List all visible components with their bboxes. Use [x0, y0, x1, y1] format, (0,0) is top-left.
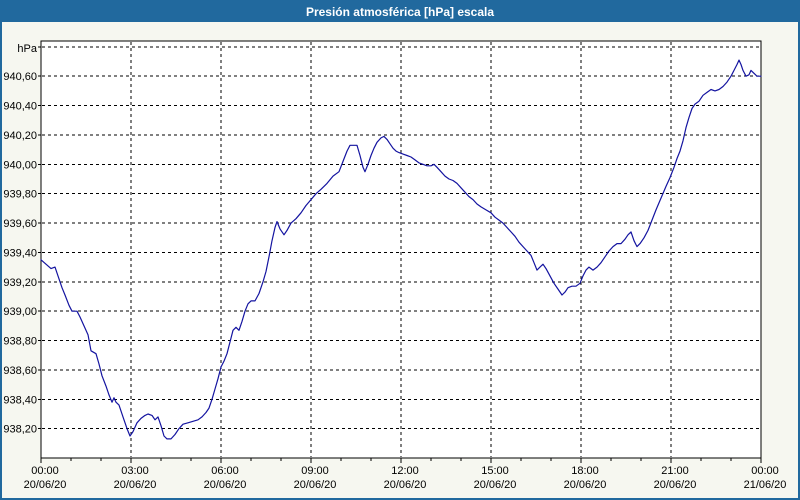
y-tick-label: 940,40	[3, 101, 37, 113]
y-tick-label: 939,80	[3, 189, 37, 201]
y-tick-label: 940,20	[3, 130, 37, 142]
x-tick-time-label: 03:00	[121, 465, 149, 477]
x-tick-date-label: 20/06/20	[114, 479, 157, 491]
y-tick-label: 938,80	[3, 336, 37, 348]
y-tick-label: 939,40	[3, 247, 37, 259]
x-tick-time-label: 21:00	[661, 465, 689, 477]
x-tick-date-label: 20/06/20	[384, 479, 427, 491]
window-title: Presión atmosférica [hPa] escala	[305, 5, 495, 19]
x-tick-date-label: 21/06/20	[744, 479, 787, 491]
y-tick-label: 938,20	[3, 424, 37, 436]
x-tick-time-label: 15:00	[481, 465, 509, 477]
y-axis-unit-label: hPa	[17, 43, 37, 55]
pressure-line	[40, 59, 762, 440]
title-bar: Presión atmosférica [hPa] escala	[2, 2, 798, 22]
x-tick-time-label: 12:00	[391, 465, 419, 477]
x-tick-time-label: 09:00	[301, 465, 329, 477]
y-tick-label: 938,40	[3, 394, 37, 406]
y-tick-label: 939,60	[3, 218, 37, 230]
x-tick-time-label: 06:00	[211, 465, 239, 477]
chart-area: 940,60 940,40 940,20 940,00 939,80 939,60 939,…	[2, 22, 798, 498]
y-tick-label: 939,20	[3, 277, 37, 289]
x-tick-time-label: 18:00	[571, 465, 599, 477]
y-tick-label: 940,60	[3, 71, 37, 83]
x-tick-date-label: 20/06/20	[294, 479, 337, 491]
pressure-chart: 940,60 940,40 940,20 940,00 939,80 939,60 939,…	[3, 40, 787, 491]
y-tick-label: 938,60	[3, 365, 37, 377]
y-tick-label: 940,00	[3, 159, 37, 171]
y-tick-label: 939,00	[3, 306, 37, 318]
x-tick-date-label: 20/06/20	[564, 479, 607, 491]
x-tick-date-label: 20/06/20	[24, 479, 67, 491]
x-tick-date-label: 20/06/20	[474, 479, 517, 491]
x-tick-date-label: 20/06/20	[654, 479, 697, 491]
x-tick-time-label: 00:00	[751, 465, 779, 477]
x-tick-time-label: 00:00	[31, 465, 59, 477]
x-tick-date-label: 20/06/20	[204, 479, 247, 491]
